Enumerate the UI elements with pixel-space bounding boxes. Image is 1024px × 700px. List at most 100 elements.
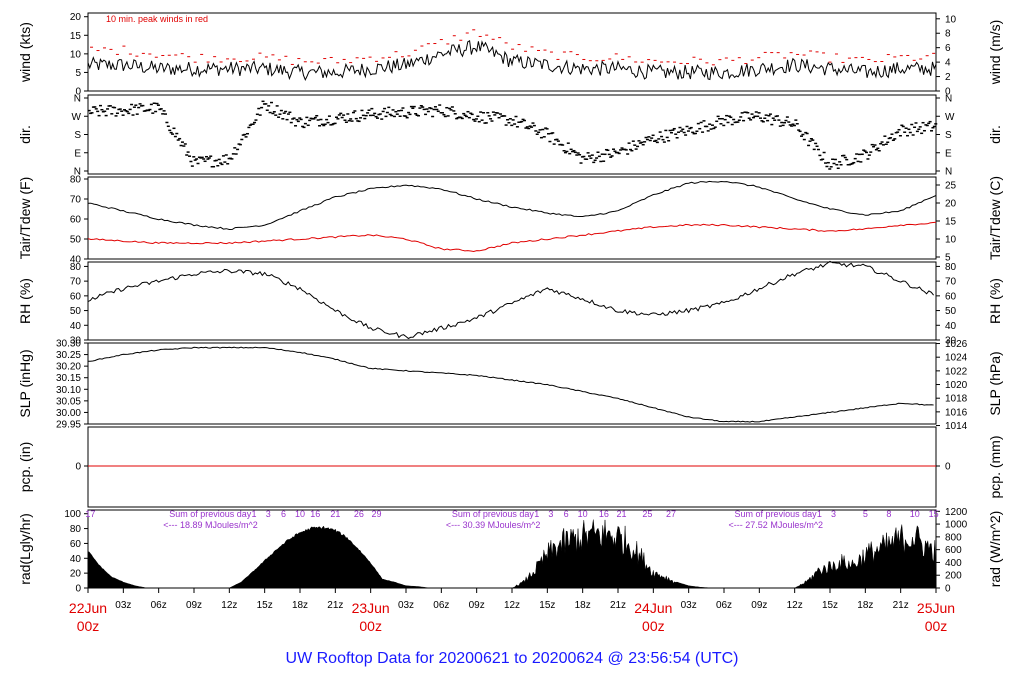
x-axis-hour-label: 03z [398, 600, 414, 611]
slp-right-tick-label: 1014 [945, 421, 968, 432]
dir-panel-frame [87, 94, 937, 175]
rh-left-tick-label: 40 [70, 321, 82, 332]
slp-right-tick-label: 1026 [945, 339, 968, 350]
wind-right-tick-label: 2 [945, 72, 951, 83]
rad-left-tick-label: 100 [64, 509, 81, 520]
rh-right-tick-label: 50 [945, 306, 957, 317]
rh-panel-frame [87, 261, 937, 341]
rad-sun-hour-label: 29 [372, 509, 382, 519]
rad-daily-sum-value: <--- 30.39 MJoules/m^2 [446, 520, 541, 530]
rad-daily-sum-heading: Sum of previous day [169, 509, 252, 519]
temp-right-tick-label: 25 [945, 181, 957, 192]
rh-right-axis-label: RH (%) [987, 278, 1003, 324]
x-axis-hour-label: 18z [292, 600, 308, 611]
x-axis-hour-label: 06z [151, 600, 167, 611]
rad-daily-sum-value: <--- 18.89 MJoules/m^2 [163, 520, 258, 530]
wind-speed-series-line [87, 40, 937, 82]
temp-left-tick-label: 70 [70, 195, 82, 206]
wind-left-tick-label: 10 [70, 49, 82, 60]
x-axis-day-label: 23Jun [352, 600, 390, 616]
x-axis-hour-label: 06z [433, 600, 449, 611]
rad-sun-hour-label: 17 [85, 509, 95, 519]
wind-right-tick-label: 6 [945, 43, 951, 54]
rad-sun-hour-label: 10 [295, 509, 305, 519]
temp-left-axis-label: Tair/Tdew (F) [17, 177, 33, 259]
x-axis-day-time-label: 00z [77, 618, 100, 634]
temp-left-tick-label: 50 [70, 235, 82, 246]
rad-left-tick-label: 20 [70, 569, 82, 580]
rad-sun-hour-label: 3 [266, 509, 271, 519]
rad-sun-hour-label: 8 [886, 509, 891, 519]
rad-left-tick-label: 80 [70, 524, 82, 535]
rad-sun-hour-label: 25 [642, 509, 652, 519]
x-axis-hour-label: 09z [751, 600, 767, 611]
x-axis-day-time-label: 00z [359, 618, 382, 634]
dir-right-tick-label: W [945, 112, 955, 123]
wind-right-tick-label: 10 [945, 14, 957, 25]
temp-right-tick-label: 10 [945, 235, 957, 246]
dir-left-axis-label: dir. [17, 125, 33, 144]
rh-right-tick-label: 40 [945, 321, 957, 332]
rad-left-tick-label: 40 [70, 554, 82, 565]
dir-left-tick-label: W [72, 112, 82, 123]
rad-sun-hour-label: 10 [578, 509, 588, 519]
wind-left-tick-label: 0 [75, 87, 81, 98]
rad-sun-hour-label: 21 [330, 509, 340, 519]
temp-right-tick-label: 15 [945, 217, 957, 228]
rad-sun-hour-label: 1 [817, 509, 822, 519]
slp-left-tick-label: 30.05 [56, 396, 81, 407]
wind-left-tick-label: 5 [75, 68, 81, 79]
temp-left-tick-label: 40 [70, 255, 82, 266]
wind-panel-frame [87, 12, 937, 92]
rad-left-axis-label: rad(Lgly/hr) [17, 513, 33, 585]
rh-right-tick-label: 80 [945, 262, 957, 273]
dir-right-tick-label: N [945, 94, 952, 105]
wind-left-tick-label: 20 [70, 12, 82, 23]
rad-sun-hour-label: 3 [831, 509, 836, 519]
x-axis-hour-label: 06z [716, 600, 732, 611]
x-axis-day-label: 22Jun [69, 600, 107, 616]
x-axis-day-time-label: 00z [642, 618, 665, 634]
rad-right-tick-label: 1200 [945, 507, 968, 518]
x-axis-hour-label: 21z [327, 600, 343, 611]
x-axis-hour-label: 15z [822, 600, 838, 611]
slp-left-axis-label: SLP (inHg) [17, 349, 33, 417]
temp-left-tick-label: 60 [70, 215, 82, 226]
rad-sun-hour-label: 26 [354, 509, 364, 519]
rh-left-tick-label: 30 [70, 336, 82, 347]
x-axis-day-label: 24Jun [634, 600, 672, 616]
dir-left-tick-label: E [74, 148, 81, 159]
x-axis-hour-label: 03z [681, 600, 697, 611]
temp-right-axis-label: Tair/Tdew (C) [987, 176, 1003, 260]
rad-sun-hour-label: 16 [599, 509, 609, 519]
slp-panel-frame [87, 342, 937, 425]
dir-left-tick-label: N [74, 167, 81, 178]
rad-sun-hour-label: 15 [929, 509, 939, 519]
rad-right-tick-label: 600 [945, 545, 962, 556]
rad-sun-hour-label: 16 [310, 509, 320, 519]
slp-left-tick-label: 30.30 [56, 339, 81, 350]
rad-daily-sum-value: <--- 27.52 MJoules/m^2 [729, 520, 824, 530]
slp-right-tick-label: 1020 [945, 380, 968, 391]
rh-right-tick-label: 70 [945, 277, 957, 288]
slp-right-tick-label: 1018 [945, 394, 968, 405]
x-axis-hour-label: 12z [221, 600, 237, 611]
pcp-right-tick-label: 0 [945, 462, 951, 473]
slp-left-tick-label: 30.00 [56, 408, 81, 419]
dir-right-axis-label: dir. [987, 125, 1003, 144]
temp-right-tick-label: 20 [945, 199, 957, 210]
rh-left-tick-label: 60 [70, 291, 82, 302]
x-axis-hour-label: 12z [787, 600, 803, 611]
rad-right-tick-label: 1000 [945, 520, 968, 531]
rad-right-tick-label: 200 [945, 571, 962, 582]
dir-right-tick-label: E [945, 148, 952, 159]
x-axis-hour-label: 21z [893, 600, 909, 611]
dir-right-tick-label: N [945, 167, 952, 178]
temp-right-tick-label: 5 [945, 253, 951, 264]
x-axis-day-time-label: 00z [925, 618, 948, 634]
rh-left-tick-label: 50 [70, 306, 82, 317]
pcp-left-tick-label: 0 [75, 462, 81, 473]
x-axis-hour-label: 03z [115, 600, 131, 611]
slp-left-tick-label: 30.25 [56, 350, 81, 361]
